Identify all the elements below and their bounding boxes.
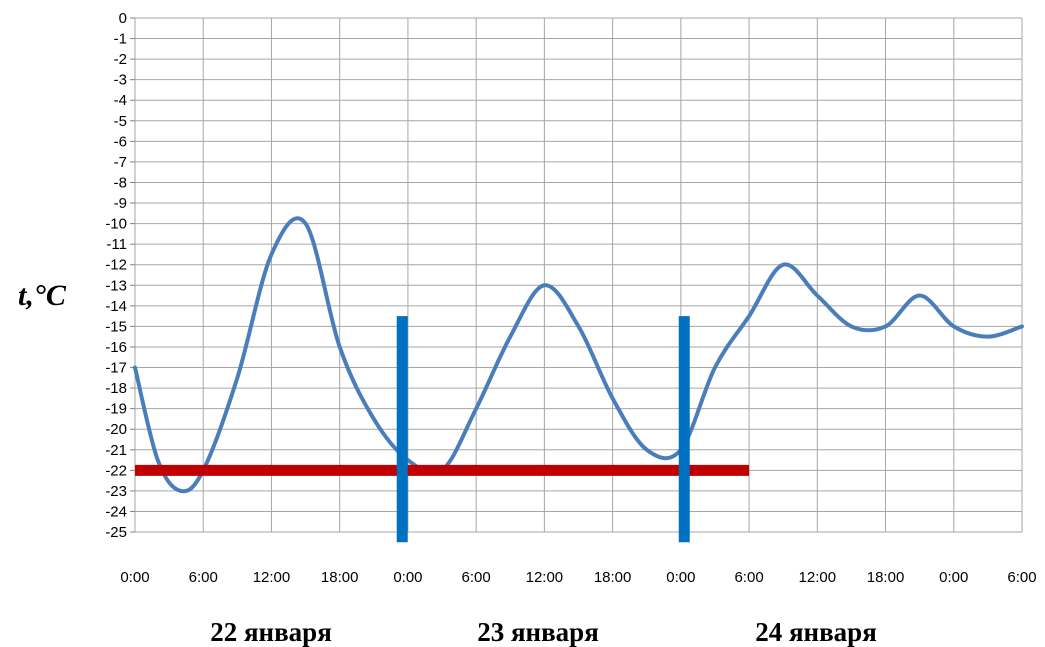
x-axis-ticks: 0:00 6:00 12:00 18:00 0:00 6:00 12:00 18:00 0:00… (120, 569, 1036, 586)
x-tick-label: 18:00 (594, 569, 632, 586)
x-tick-label: 6:00 (462, 569, 491, 586)
y-tick-label: -23 (105, 483, 127, 500)
y-tick-label: 0 (119, 10, 127, 27)
y-tick-label: -15 (105, 318, 127, 335)
y-tick-label: -14 (105, 298, 127, 315)
y-tick-label: -22 (105, 462, 127, 479)
day-label: 22 января (210, 617, 332, 647)
temperature-line (133, 216, 1024, 494)
y-axis-label: t,°C (18, 279, 67, 312)
day-label: 23 января (477, 617, 599, 647)
y-tick-label: -20 (105, 421, 127, 438)
x-tick-label: 12:00 (799, 569, 837, 586)
day-label: 24 января (755, 617, 877, 647)
x-tick-label: 0:00 (120, 569, 149, 586)
chart-overlays (135, 316, 750, 543)
x-tick-label: 6:00 (1007, 569, 1036, 586)
y-tick-label: -13 (105, 277, 127, 294)
x-tick-label: 0:00 (393, 569, 422, 586)
x-tick-label: 6:00 (189, 569, 218, 586)
y-tick-label: -7 (114, 154, 127, 171)
x-tick-label: 0:00 (666, 569, 695, 586)
x-tick-label: 12:00 (526, 569, 564, 586)
y-tick-label: -9 (114, 195, 127, 212)
y-tick-label: -2 (114, 51, 127, 68)
x-tick-label: 0:00 (939, 569, 968, 586)
x-tick-label: 12:00 (253, 569, 291, 586)
y-tick-label: -8 (114, 174, 127, 191)
y-tick-label: -18 (105, 380, 127, 397)
y-tick-label: -19 (105, 401, 127, 418)
y-tick-label: -24 (105, 503, 127, 520)
y-tick-label: -4 (114, 92, 127, 109)
chart-grid (134, 17, 1023, 533)
y-axis-ticks: 0 -1 -2 -3 -4 -5 -6 -7 -8 -9 -10 -11 -12 -13 -14 -15 -16… (105, 10, 135, 541)
x-tick-label: 18:00 (321, 569, 359, 586)
y-tick-label: -12 (105, 257, 127, 274)
y-tick-label: -25 (105, 524, 127, 541)
y-tick-label: -6 (114, 133, 127, 150)
day-labels: 22 января 23 января 24 января (210, 617, 877, 647)
y-tick-label: -5 (114, 113, 127, 130)
y-tick-label: -21 (105, 442, 127, 459)
x-tick-label: 6:00 (734, 569, 763, 586)
y-tick-label: -1 (114, 31, 127, 48)
x-tick-label: 18:00 (867, 569, 905, 586)
y-tick-label: -16 (105, 339, 127, 356)
chart-series (133, 216, 1024, 494)
y-tick-label: -10 (105, 216, 127, 233)
y-tick-label: -11 (106, 236, 127, 253)
y-tick-label: -17 (105, 360, 127, 377)
y-tick-label: -3 (114, 72, 127, 89)
